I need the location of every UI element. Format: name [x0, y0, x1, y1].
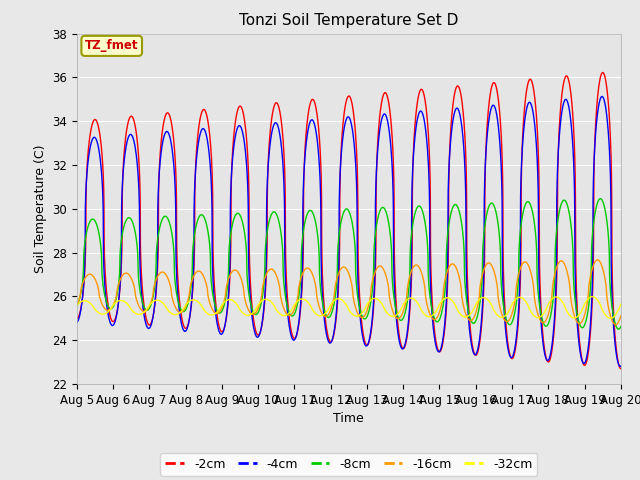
-2cm: [486, 95, 493, 100]
-4cm: [330, 328, 338, 334]
-2cm: [617, 366, 625, 372]
-16cm: [258, 293, 266, 299]
-2cm: [470, 351, 478, 357]
Text: TZ_fmet: TZ_fmet: [85, 39, 138, 52]
-8cm: [486, 202, 493, 207]
-32cm: [73, 302, 81, 308]
-4cm: [470, 351, 478, 357]
-4cm: [594, 108, 602, 113]
-8cm: [596, 196, 604, 202]
-32cm: [486, 299, 493, 305]
-2cm: [330, 330, 338, 336]
-2cm: [599, 70, 607, 75]
-16cm: [594, 257, 602, 263]
-32cm: [470, 304, 478, 310]
-16cm: [330, 292, 338, 298]
-16cm: [470, 313, 478, 319]
-8cm: [594, 199, 602, 204]
-8cm: [258, 298, 266, 304]
Line: -2cm: -2cm: [77, 72, 621, 369]
Line: -8cm: -8cm: [77, 199, 621, 329]
-4cm: [588, 310, 595, 315]
Legend: -2cm, -4cm, -8cm, -16cm, -32cm: -2cm, -4cm, -8cm, -16cm, -32cm: [160, 453, 538, 476]
-2cm: [594, 91, 602, 97]
-8cm: [330, 300, 338, 306]
-8cm: [617, 324, 625, 329]
-4cm: [616, 363, 624, 369]
-4cm: [258, 323, 266, 329]
-32cm: [617, 301, 625, 307]
Y-axis label: Soil Temperature (C): Soil Temperature (C): [33, 144, 47, 273]
-8cm: [614, 326, 622, 332]
-4cm: [486, 111, 493, 117]
-16cm: [486, 260, 493, 266]
-2cm: [258, 324, 266, 330]
-8cm: [470, 320, 478, 326]
-16cm: [73, 302, 81, 308]
-32cm: [594, 298, 602, 304]
Line: -32cm: -32cm: [77, 297, 621, 318]
Line: -4cm: -4cm: [77, 96, 621, 366]
-32cm: [588, 294, 595, 300]
-8cm: [588, 270, 595, 276]
X-axis label: Time: Time: [333, 412, 364, 425]
-4cm: [617, 363, 625, 369]
-16cm: [612, 322, 620, 328]
-2cm: [588, 319, 595, 324]
-32cm: [330, 298, 338, 303]
-2cm: [73, 315, 81, 321]
-32cm: [607, 315, 614, 321]
-8cm: [73, 303, 81, 309]
-4cm: [73, 320, 81, 325]
Line: -16cm: -16cm: [77, 260, 621, 325]
-16cm: [594, 257, 602, 263]
-32cm: [258, 298, 266, 304]
-4cm: [598, 94, 606, 99]
Title: Tonzi Soil Temperature Set D: Tonzi Soil Temperature Set D: [239, 13, 458, 28]
-16cm: [617, 313, 625, 319]
-32cm: [588, 294, 596, 300]
-16cm: [588, 270, 595, 276]
